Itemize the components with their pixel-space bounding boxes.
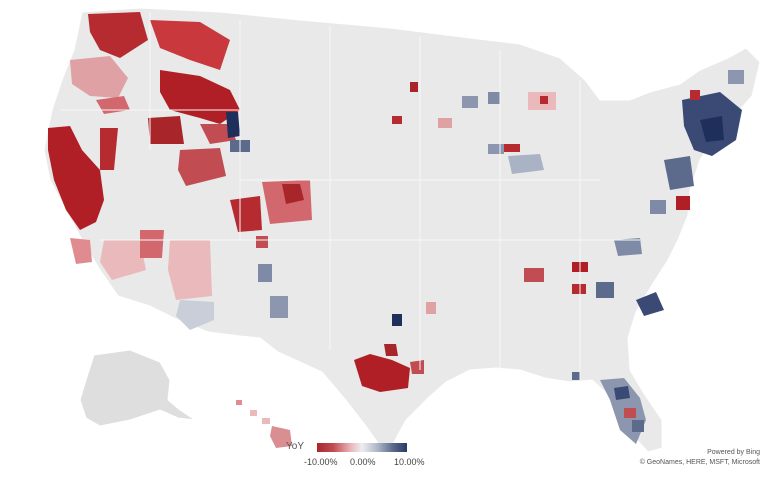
legend-tick-max: 10.00% [394,457,425,467]
legend-gradient [317,443,407,452]
legend-tick-min: -10.00% [304,457,338,467]
legend-tick-mid: 0.00% [350,457,376,467]
hawaii-islands [236,400,292,448]
attribution-copyright: © GeoNames, HERE, MSFT, Microsoft [639,459,760,466]
legend-title: YoY [286,441,304,452]
color-legend: YoY -10.00% 0.00% 10.00% [286,437,436,471]
alaska-landmass [79,349,196,427]
map-attribution: Powered by Bing © GeoNames, HERE, MSFT, … [640,448,760,468]
county-fills[interactable] [48,12,744,444]
state-borders [60,12,640,380]
attribution-powered-by: Powered by Bing [707,449,760,456]
